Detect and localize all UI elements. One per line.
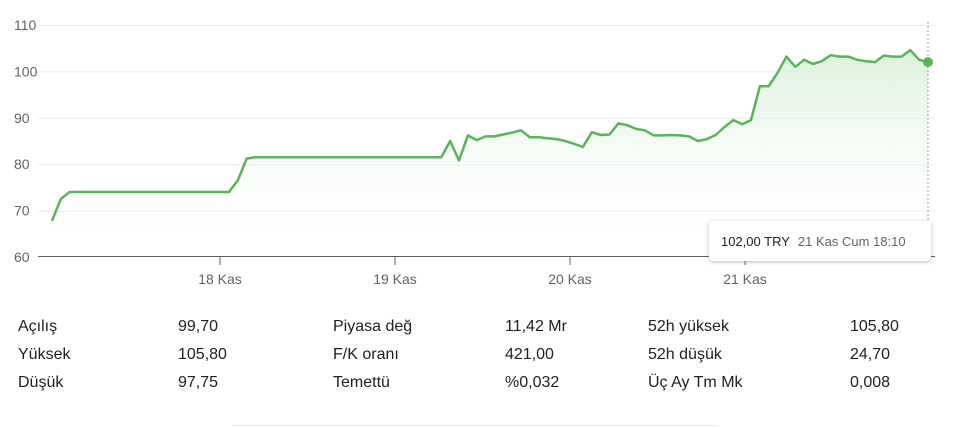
stat-label: Üç Ay Tm Mk	[648, 374, 743, 391]
stat-value: 421,00	[505, 346, 554, 363]
y-tick-label: 70	[14, 203, 30, 219]
stat-label: 52h düşük	[648, 346, 722, 363]
current-price-dot	[923, 57, 933, 68]
y-tick-label: 110	[14, 17, 37, 33]
y-tick-label: 90	[14, 110, 30, 126]
divider	[232, 425, 716, 426]
x-tick-label: 19 Kas	[373, 271, 417, 287]
stat-value: 99,70	[178, 318, 219, 335]
stat-value: 0,008	[850, 374, 891, 391]
price-area	[52, 50, 928, 257]
tooltip-time: 21 Kas Cum 18:10	[797, 233, 906, 249]
price-line	[50, 48, 929, 222]
price-chart[interactable]: 60 70 80 90 100 110 18 Kas 19 Kas 20 Kas 21 Kas	[0, 0, 960, 300]
stat-value: 105,80	[178, 346, 227, 363]
stats-row: Yüksek 105,80 F/K oranı 421,00 52h düşük…	[0, 346, 960, 374]
stat-value: 24,70	[850, 346, 891, 363]
y-tick-label: 100	[14, 63, 38, 79]
stat-label: Düşük	[18, 374, 64, 391]
price-tooltip: 102,00 TRY 21 Kas Cum 18:10	[709, 221, 931, 261]
stats-row: Düşük 97,75 Temettü %0,032 Üç Ay Tm Mk 0…	[0, 374, 960, 402]
stat-value: %0,032	[505, 374, 560, 391]
stat-value: 105,80	[850, 318, 899, 335]
x-tick-label: 18 Kas	[198, 271, 242, 287]
stat-label: Yüksek	[18, 346, 71, 363]
stat-value: 11,42 Mr	[505, 318, 567, 335]
stat-label: F/K oranı	[333, 346, 399, 363]
stat-label: Piyasa değ	[333, 318, 413, 335]
tooltip-price: 102,00 TRY	[721, 233, 790, 249]
stat-label: Açılış	[18, 318, 58, 335]
y-tick-label: 80	[14, 156, 30, 172]
stat-label: Temettü	[333, 374, 390, 391]
stat-label: 52h yüksek	[648, 318, 729, 335]
stats-row: Açılış 99,70 Piyasa değ 11,42 Mr 52h yük…	[0, 318, 960, 346]
stat-value: 97,75	[178, 374, 219, 391]
x-tick-label: 21 Kas	[723, 271, 767, 287]
x-tick-label: 20 Kas	[548, 271, 592, 287]
y-tick-label: 60	[14, 249, 30, 265]
